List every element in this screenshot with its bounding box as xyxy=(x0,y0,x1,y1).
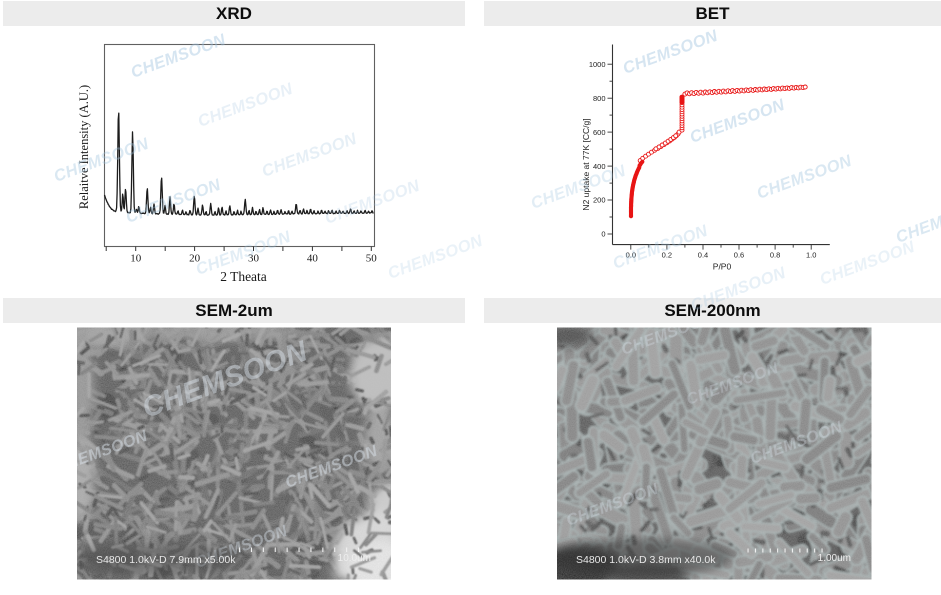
svg-text:S4800 1.0kV-D 7.9mm x5.00k: S4800 1.0kV-D 7.9mm x5.00k xyxy=(96,554,236,566)
svg-text:40: 40 xyxy=(307,253,319,265)
svg-text:10.0um: 10.0um xyxy=(338,553,371,564)
svg-text:0.0: 0.0 xyxy=(626,251,636,260)
svg-text:P/P0: P/P0 xyxy=(713,262,732,272)
svg-text:50: 50 xyxy=(366,253,378,265)
svg-text:0: 0 xyxy=(601,230,605,239)
svg-text:CHEMSOON: CHEMSOON xyxy=(688,264,788,315)
svg-text:N2 uptake at 77K [CC/g]: N2 uptake at 77K [CC/g] xyxy=(581,118,591,210)
svg-text:CHEMSOON: CHEMSOON xyxy=(687,96,787,147)
svg-text:CHEMSOON: CHEMSOON xyxy=(385,232,485,283)
svg-text:400: 400 xyxy=(593,162,606,171)
svg-text:1.0: 1.0 xyxy=(806,251,816,260)
svg-text:CHEMSOON: CHEMSOON xyxy=(620,27,720,78)
svg-text:2 Theata: 2 Theata xyxy=(220,269,267,284)
svg-text:30: 30 xyxy=(248,253,260,265)
svg-text:20: 20 xyxy=(189,253,201,265)
svg-text:S4800 1.0kV-D 3.8mm x40.0k: S4800 1.0kV-D 3.8mm x40.0k xyxy=(576,554,716,566)
svg-text:800: 800 xyxy=(593,94,606,103)
svg-text:10: 10 xyxy=(130,253,142,265)
svg-text:CHEMSOON: CHEMSOON xyxy=(754,152,854,203)
svg-text:1000: 1000 xyxy=(589,60,606,69)
svg-text:Relaitve Intensity (A.U.): Relaitve Intensity (A.U.) xyxy=(77,85,91,209)
svg-text:CHEMSOON: CHEMSOON xyxy=(893,196,941,247)
svg-text:200: 200 xyxy=(593,196,606,205)
svg-text:600: 600 xyxy=(593,128,606,137)
svg-text:1.00um: 1.00um xyxy=(818,553,851,564)
svg-text:0.4: 0.4 xyxy=(698,251,708,260)
svg-text:CHEMSOON: CHEMSOON xyxy=(528,162,628,213)
svg-text:CHEMSOON: CHEMSOON xyxy=(610,222,710,273)
svg-text:CHEMSOON: CHEMSOON xyxy=(817,238,917,289)
svg-text:0.8: 0.8 xyxy=(770,251,780,260)
svg-text:0.6: 0.6 xyxy=(734,251,744,260)
svg-text:0.2: 0.2 xyxy=(662,251,672,260)
